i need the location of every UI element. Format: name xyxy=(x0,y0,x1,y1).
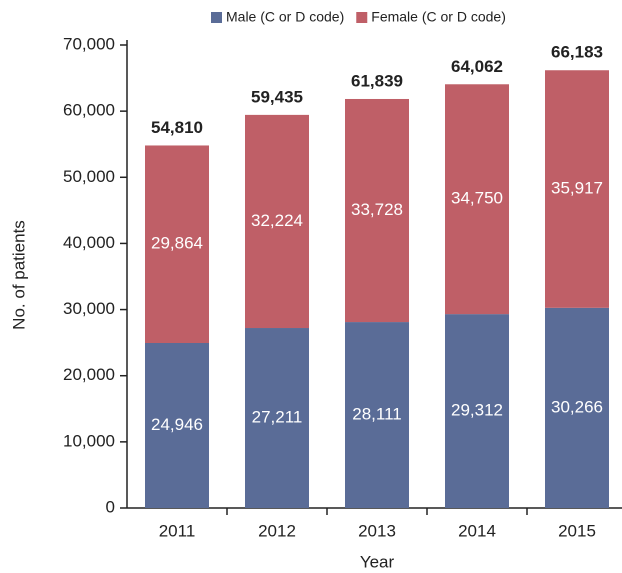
legend-swatch xyxy=(211,12,222,23)
bar-segment xyxy=(245,114,309,329)
x-tick-label: 2011 xyxy=(159,521,196,540)
bar-segment xyxy=(545,70,609,308)
value-label: 24,946 xyxy=(151,415,203,434)
bar-segment xyxy=(445,84,509,315)
x-tick-label: 2012 xyxy=(258,521,296,540)
value-label: 33,728 xyxy=(351,200,403,219)
value-label: 28,111 xyxy=(352,405,401,424)
x-axis-label: Year xyxy=(360,552,395,571)
total-label: 66,183 xyxy=(551,43,603,62)
value-label: 29,312 xyxy=(451,401,503,420)
value-label: 35,917 xyxy=(551,179,603,198)
total-label: 61,839 xyxy=(351,71,403,90)
bar-segment xyxy=(145,343,209,508)
value-label: 27,211 xyxy=(252,407,303,426)
bar-segment xyxy=(345,98,409,323)
legend-swatch xyxy=(356,12,368,23)
y-tick-label: 0 xyxy=(106,497,115,516)
value-label: 29,864 xyxy=(151,234,203,253)
bar-segment xyxy=(445,314,509,508)
value-label: 30,266 xyxy=(551,397,603,416)
y-axis-label: No. of patients xyxy=(9,220,28,330)
y-tick-label: 40,000 xyxy=(63,233,115,252)
value-label: 34,750 xyxy=(451,189,503,208)
y-tick-label: 30,000 xyxy=(63,299,115,318)
y-tick-label: 70,000 xyxy=(63,34,115,53)
y-tick-label: 10,000 xyxy=(63,431,115,450)
total-label: 59,435 xyxy=(251,87,303,106)
total-label: 54,810 xyxy=(151,118,203,137)
bar-segment xyxy=(545,307,609,508)
bar-segment xyxy=(345,322,409,508)
y-tick-label: 20,000 xyxy=(63,365,115,384)
value-label: 32,224 xyxy=(251,211,303,230)
bar-segment xyxy=(145,145,209,343)
x-tick-label: 2015 xyxy=(558,521,596,540)
x-tick-label: 2013 xyxy=(358,521,396,540)
bar-segment xyxy=(245,328,309,508)
total-label: 64,062 xyxy=(451,57,503,76)
legend-label: Female (C or D code) xyxy=(371,9,506,25)
y-tick-label: 60,000 xyxy=(63,101,115,120)
legend-label: Male (C or D code) xyxy=(226,9,344,25)
y-tick-label: 50,000 xyxy=(63,167,115,186)
x-tick-label: 2014 xyxy=(458,521,496,540)
